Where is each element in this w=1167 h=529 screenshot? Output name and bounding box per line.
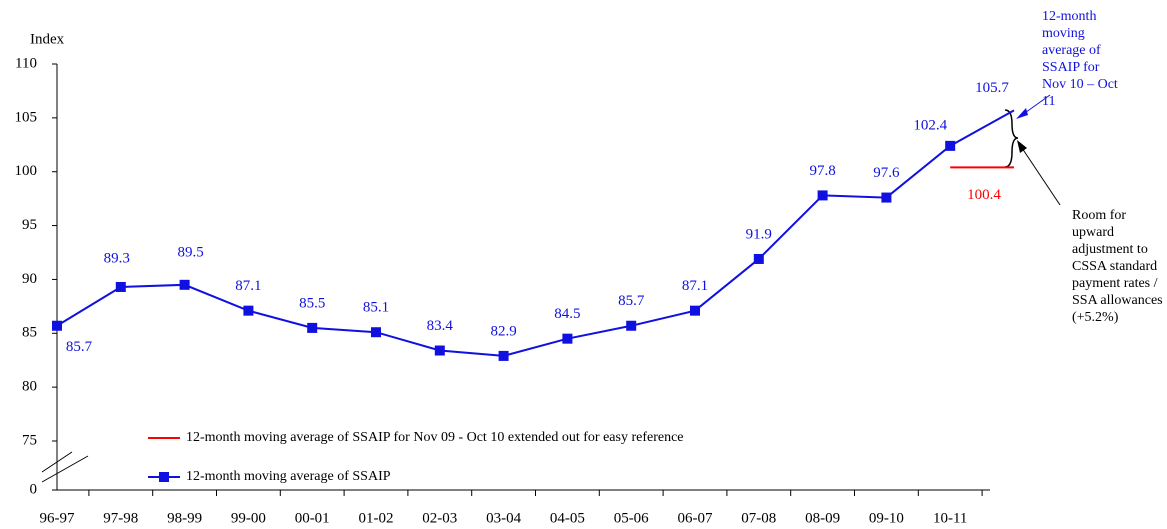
- marker: [371, 327, 381, 338]
- y-tick-label: 110: [15, 55, 37, 71]
- x-tick-label: 98-99: [167, 510, 202, 526]
- y-tick-label: 100: [15, 163, 38, 179]
- marker: [243, 305, 254, 316]
- x-tick-label: 08-09: [805, 510, 840, 526]
- data-label: 82.9: [490, 323, 516, 339]
- series-line: [56, 109, 1015, 357]
- y-tick-label: 80: [22, 379, 37, 395]
- y-axis-label: Index: [30, 31, 65, 47]
- data-label: 89.3: [104, 250, 130, 266]
- brace: [1004, 109, 1019, 168]
- x-tick-label: 96-97: [40, 510, 75, 526]
- annotation-arrow: [1019, 144, 1061, 206]
- data-label: 85.5: [299, 295, 325, 311]
- marker: [626, 320, 637, 331]
- data-label: 87.1: [682, 278, 708, 294]
- y-tick-label: 95: [22, 217, 37, 233]
- data-label: 105.7: [975, 80, 1009, 96]
- x-tick-label: 06-07: [678, 510, 713, 526]
- data-label: 100.4: [967, 187, 1001, 203]
- y-tick-label: 90: [22, 271, 37, 287]
- x-tick-label: 99-00: [231, 510, 266, 526]
- marker: [690, 305, 700, 316]
- marker: [307, 322, 318, 333]
- marker: [179, 279, 190, 290]
- marker: [945, 140, 956, 151]
- marker: [817, 190, 828, 201]
- data-label: 85.1: [363, 300, 389, 316]
- legend-label: 12-month moving average of SSAIP for Nov…: [186, 430, 684, 445]
- data-label: 97.8: [809, 163, 835, 179]
- marker: [753, 253, 764, 264]
- marker: [52, 320, 62, 331]
- annotation: 12-month moving average of SSAIP for Nov…: [1042, 9, 1118, 109]
- data-label: 87.1: [235, 278, 261, 294]
- data-label: 102.4: [913, 117, 947, 133]
- data-label: 97.6: [873, 165, 900, 181]
- marker: [562, 333, 573, 344]
- y-tick-label: 85: [22, 325, 37, 341]
- y-tick-label: 105: [15, 109, 38, 125]
- x-tick-label: 07-08: [741, 510, 776, 526]
- x-tick-label: 05-06: [614, 510, 649, 526]
- data-label: 83.4: [427, 318, 454, 334]
- x-tick-label: 09-10: [869, 510, 904, 526]
- axis-break: [41, 451, 73, 473]
- y-tick-label: 75: [22, 432, 37, 448]
- data-label: 85.7: [66, 339, 93, 355]
- marker: [115, 281, 126, 292]
- marker: [498, 350, 509, 361]
- x-tick-label: 04-05: [550, 510, 585, 526]
- data-label: 91.9: [746, 226, 772, 242]
- arrow-head: [1017, 140, 1027, 153]
- arrow-head: [1016, 108, 1028, 119]
- x-tick-label: 10-11: [933, 510, 967, 526]
- x-tick-label: 03-04: [486, 510, 521, 526]
- annotation: Room for upward adjustment to CSSA stand…: [1072, 208, 1163, 325]
- data-label: 89.5: [177, 244, 203, 260]
- legend-label: 12-month moving average of SSAIP: [186, 469, 391, 484]
- y-tick-label: 0: [30, 481, 38, 497]
- data-label: 84.5: [554, 306, 580, 322]
- marker: [881, 192, 892, 203]
- axis-break: [41, 455, 89, 483]
- x-tick-label: 97-98: [103, 510, 138, 526]
- x-tick-label: 00-01: [295, 510, 330, 526]
- data-label: 85.7: [618, 293, 645, 309]
- marker: [434, 345, 445, 356]
- legend-marker: [159, 472, 169, 482]
- x-tick-label: 01-02: [359, 510, 394, 526]
- x-tick-label: 02-03: [422, 510, 457, 526]
